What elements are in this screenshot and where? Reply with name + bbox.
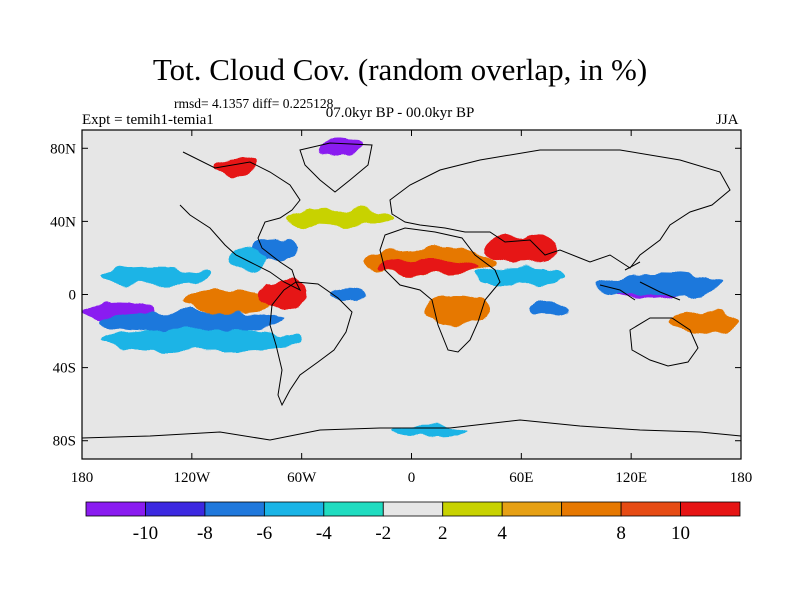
colorbar-swatch — [263, 501, 325, 517]
anomaly-patch — [378, 257, 482, 277]
coast-greenland — [299, 142, 373, 193]
x-tick-label: 60E — [509, 470, 533, 486]
anomaly-patch — [100, 329, 302, 352]
x-tick-label: 180 — [71, 470, 94, 486]
colorbar-swatch — [323, 501, 384, 517]
colorbar-swatch — [561, 501, 622, 517]
colorbar-label: 10 — [671, 523, 690, 544]
colorbar-swatch — [620, 501, 681, 517]
colorbar-label: -10 — [133, 523, 158, 544]
experiment-label: Expt = temih1-temia1 — [82, 112, 214, 128]
colorbar-label: 4 — [497, 523, 507, 544]
chart-title: Tot. Cloud Cov. (random overlap, in %) — [152, 52, 648, 87]
x-tick-label: 120W — [173, 470, 211, 486]
colorbar-swatch — [204, 501, 265, 517]
colorbar-label: -8 — [197, 523, 213, 544]
coast-north-america — [179, 151, 302, 292]
anomaly-patch — [100, 267, 211, 286]
y-tick-label: 40N — [50, 214, 76, 230]
anomaly-field — [82, 140, 741, 438]
x-tick-label: 180 — [730, 470, 753, 486]
colorbar-label: -2 — [375, 523, 391, 544]
anomaly-patch — [393, 426, 467, 438]
x-tick-label: 60W — [287, 470, 317, 486]
period-label: 07.0kyr BP - 00.0kyr BP — [325, 105, 475, 121]
coastlines — [82, 142, 741, 441]
season-label: JJA — [716, 112, 739, 128]
coast-maritime-continent — [599, 261, 681, 301]
colorbar-swatch — [85, 501, 146, 517]
y-tick-label: 40S — [53, 361, 76, 377]
y-tick-label: 0 — [69, 288, 77, 304]
colorbar-swatch — [442, 501, 503, 517]
y-tick-label: 80N — [50, 141, 76, 157]
anomaly-patch — [100, 310, 284, 333]
coast-eurasia — [389, 149, 731, 269]
anomaly-patch — [228, 246, 266, 269]
anomaly-patch — [283, 208, 394, 227]
coast-antarctica — [82, 419, 741, 441]
colorbar-swatch — [382, 501, 444, 517]
x-tick-label: 0 — [408, 470, 416, 486]
stats-text: rmsd= 4.1357 diff= 0.225128 — [174, 96, 334, 111]
anomaly-patch — [594, 274, 723, 297]
x-tick-label: 120E — [615, 470, 647, 486]
anomaly-patch — [526, 301, 571, 317]
colorbar-swatch — [145, 501, 206, 517]
coast-south-america — [269, 281, 353, 407]
colorbar-swatch — [501, 501, 563, 517]
anomaly-patch — [182, 290, 275, 313]
anomaly-patch — [484, 234, 558, 264]
y-tick-label: 80S — [53, 434, 76, 450]
anomaly-patch — [329, 287, 366, 302]
colorbar-label: 8 — [616, 523, 626, 544]
colorbar-label: -6 — [256, 523, 272, 544]
coast-australia — [629, 317, 699, 367]
colorbar-label: -4 — [316, 523, 332, 544]
colorbar-swatch — [680, 501, 741, 517]
colorbar-label: 2 — [438, 523, 448, 544]
anomaly-patch — [261, 279, 306, 310]
anomaly-patch — [316, 140, 361, 156]
anomaly-patch — [475, 267, 568, 286]
anomaly-patch — [424, 294, 491, 324]
coast-africa — [379, 227, 501, 353]
